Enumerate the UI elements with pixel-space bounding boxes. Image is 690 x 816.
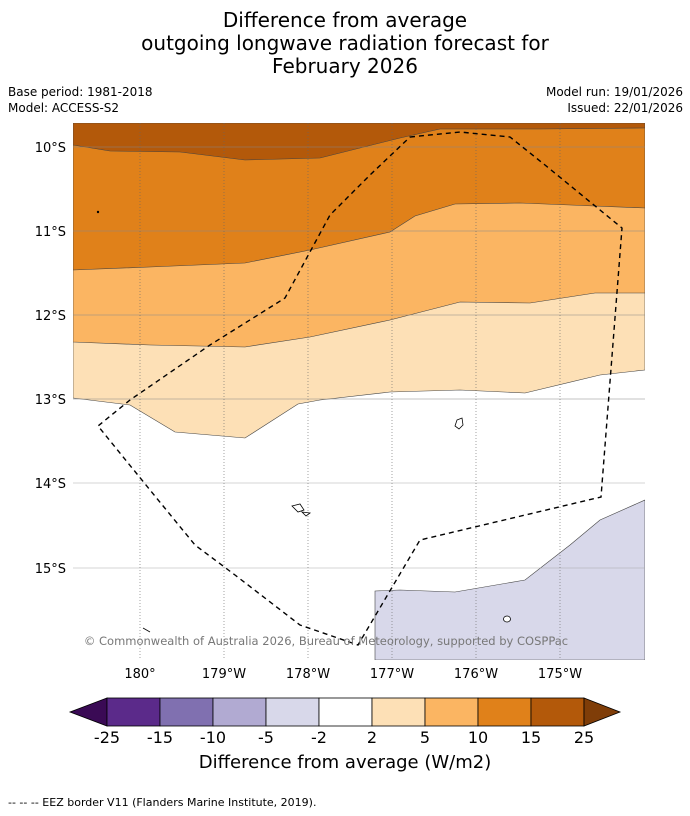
lat-label: 12°S bbox=[35, 309, 66, 324]
colorbar-label: Difference from average (W/m2) bbox=[198, 752, 492, 773]
lon-label: 175°W bbox=[538, 667, 582, 682]
colorbar-swatch bbox=[159, 697, 214, 727]
colorbar-tick-label: 10 bbox=[468, 728, 488, 747]
colorbar-tick-label: 15 bbox=[521, 728, 541, 747]
colorbar-tick-label: -25 bbox=[94, 728, 120, 747]
colorbar-swatch bbox=[318, 697, 373, 727]
island-south bbox=[503, 615, 511, 623]
lon-label: 178°W bbox=[286, 667, 330, 682]
island-west-b bbox=[300, 511, 312, 517]
colorbar-tick-label: 25 bbox=[574, 728, 594, 747]
latitude-labels: 10°S 11°S 12°S 13°S 14°S 15°S bbox=[35, 141, 66, 577]
colorbar-swatch bbox=[424, 697, 479, 727]
colorbar-swatch bbox=[530, 697, 585, 727]
colorbar-swatch bbox=[477, 697, 532, 727]
island-west-a bbox=[291, 503, 305, 513]
lat-label: 11°S bbox=[35, 225, 66, 240]
eez-legend-note: -- -- -- EEZ border V11 (Flanders Marine… bbox=[8, 796, 317, 809]
islet-marker bbox=[96, 210, 100, 214]
lon-label: 180° bbox=[124, 667, 155, 682]
lon-label: 179°W bbox=[202, 667, 246, 682]
lat-label: 15°S bbox=[35, 562, 66, 577]
colorbar-tick-label: -2 bbox=[311, 728, 327, 747]
lat-label: 14°S bbox=[35, 477, 66, 492]
island-southwest bbox=[142, 627, 151, 633]
colorbar-arrow-low bbox=[68, 697, 108, 727]
anomaly-fill bbox=[73, 123, 645, 660]
lat-label: 13°S bbox=[35, 393, 66, 408]
map-title-line-3: February 2026 bbox=[272, 54, 418, 78]
model-name: Model: ACCESS-S2 bbox=[8, 101, 120, 115]
colorbar-arrow-high bbox=[583, 697, 622, 727]
colorbar-swatch bbox=[265, 697, 320, 727]
lon-label: 177°W bbox=[370, 667, 414, 682]
colorbar-tick-label: -5 bbox=[258, 728, 274, 747]
base-period: Base period: 1981-2018 bbox=[8, 85, 153, 99]
eez-border bbox=[97, 131, 623, 646]
map-title-line-2: outgoing longwave radiation forecast for bbox=[141, 31, 549, 55]
band-neg-5-2 bbox=[374, 499, 645, 660]
issued-date: Issued: 22/01/2026 bbox=[567, 101, 683, 115]
map-title-line-1: Difference from average bbox=[222, 8, 468, 32]
colorbar-swatch bbox=[212, 697, 267, 727]
colorbar-swatch bbox=[371, 697, 426, 727]
copyright-notice: © Commonwealth of Australia 2026, Bureau… bbox=[84, 634, 568, 648]
colorbar-swatch bbox=[106, 697, 161, 727]
islands bbox=[96, 210, 511, 633]
band-10-15 bbox=[73, 123, 645, 271]
colorbar-tick-label: 5 bbox=[420, 728, 430, 747]
longitude-labels: 180° 179°W 178°W 177°W 176°W 175°W bbox=[124, 667, 582, 682]
lon-label: 176°W bbox=[454, 667, 498, 682]
island-north bbox=[454, 417, 464, 430]
band-15-25 bbox=[73, 123, 645, 161]
colorbar-tick-label: -10 bbox=[200, 728, 226, 747]
colorbar: -25 -15 -10 -5 -2 2 5 10 15 25 bbox=[68, 697, 622, 747]
model-run-date: Model run: 19/01/2026 bbox=[545, 85, 683, 99]
graticule bbox=[73, 123, 645, 660]
colorbar-tick-label: -15 bbox=[147, 728, 173, 747]
lat-label: 10°S bbox=[35, 141, 66, 156]
colorbar-tick-label: 2 bbox=[367, 728, 377, 747]
